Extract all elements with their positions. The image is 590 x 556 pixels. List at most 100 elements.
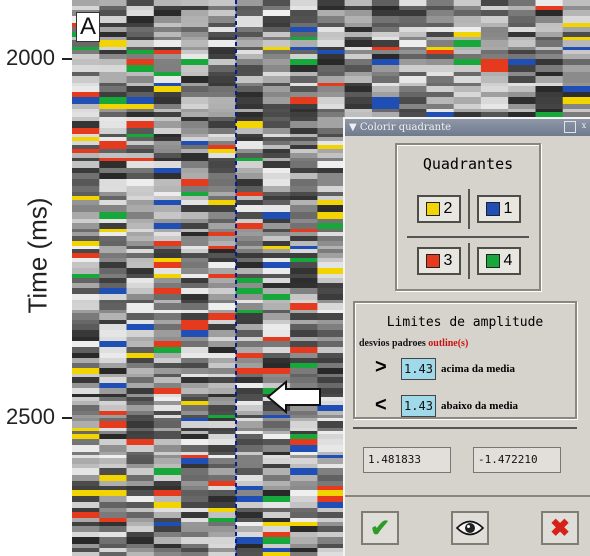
maximize-button[interactable]: [564, 121, 576, 133]
seismic-cell: [235, 368, 264, 375]
close-button[interactable]: x: [581, 121, 587, 130]
seismic-cell: [290, 6, 318, 11]
quadrant-3-button[interactable]: 3: [417, 247, 461, 275]
seismic-cell: [262, 434, 291, 440]
seismic-cell: [426, 23, 455, 28]
seismic-cell: [208, 236, 237, 242]
seismic-cell: [262, 128, 291, 135]
seismic-cell: [99, 464, 128, 469]
seismic-cell: [99, 76, 128, 84]
seismic-cell: [262, 374, 291, 378]
seismic-cell: [181, 86, 209, 93]
seismic-cell: [508, 97, 537, 105]
seismic-cell: [208, 452, 237, 456]
seismic-cell: [153, 83, 182, 87]
seismic-cell: [99, 0, 128, 7]
seismic-cell: [181, 200, 209, 206]
seismic-cell: [262, 445, 291, 453]
below-threshold-input[interactable]: 1.43: [401, 395, 436, 417]
quadrant-4-button[interactable]: 4: [477, 247, 521, 275]
seismic-cell: [72, 241, 100, 247]
seismic-cell: [208, 274, 237, 279]
above-threshold-input[interactable]: 1.43: [401, 358, 436, 380]
seismic-cell: [508, 37, 537, 41]
seismic-cell: [426, 16, 455, 24]
seismic-cell: [235, 97, 264, 105]
seismic-cell: [99, 431, 128, 435]
seismic-cell: [208, 383, 237, 389]
seismic-cell: [153, 303, 182, 311]
seismic-cell: [153, 532, 182, 538]
seismic-cell: [317, 481, 346, 487]
seismic-cell: [262, 229, 291, 233]
seismic-cell: [208, 246, 237, 250]
seismic-cell: [99, 50, 128, 55]
seismic-cell: [453, 83, 482, 87]
seismic-cell: [562, 10, 590, 17]
seismic-cell: [99, 117, 128, 122]
seismic-cell: [562, 32, 590, 38]
view-button[interactable]: [451, 511, 489, 545]
seismic-cell: [126, 518, 155, 523]
seismic-cell: [399, 40, 428, 48]
seismic-cell: [181, 161, 209, 169]
seismic-cell: [508, 27, 537, 33]
seismic-cell: [126, 153, 155, 159]
seismic-cell: [153, 32, 182, 38]
seismic-cell: [262, 341, 291, 348]
seismic-cell: [290, 141, 318, 146]
seismic-cell: [317, 212, 346, 220]
seismic-cell: [208, 330, 237, 338]
seismic-cell: [535, 83, 564, 87]
seismic-cell: [72, 358, 100, 364]
seismic-cell: [235, 481, 264, 487]
cancel-button[interactable]: ✖: [541, 511, 579, 545]
seismic-cell: [262, 262, 291, 269]
seismic-cell: [235, 418, 264, 422]
seismic-cell: [508, 65, 537, 73]
seismic-cell: [153, 537, 182, 545]
seismic-cell: [399, 72, 428, 77]
seismic-cell: [208, 258, 237, 263]
seismic-cell: [153, 512, 182, 519]
seismic-cell: [126, 246, 155, 250]
seismic-cell: [72, 552, 100, 556]
seismic-cell: [262, 544, 291, 549]
seismic-cell: [290, 411, 318, 416]
apply-button[interactable]: ✔: [361, 511, 399, 545]
seismic-cell: [290, 544, 318, 549]
seismic-cell: [262, 363, 291, 369]
seismic-cell: [262, 330, 291, 338]
seismic-cell: [317, 445, 346, 453]
seismic-cell: [317, 236, 346, 242]
seismic-cell: [99, 97, 128, 105]
seismic-cell: [262, 411, 291, 416]
seismic-cell: [262, 458, 291, 465]
quadrant-1-button[interactable]: 1: [477, 195, 521, 223]
seismic-cell: [317, 455, 346, 459]
collapse-icon[interactable]: ▼: [349, 122, 357, 133]
seismic-cell: [290, 537, 318, 545]
seismic-cell: [262, 353, 291, 359]
seismic-cell: [480, 40, 509, 48]
seismic-cell: [181, 104, 209, 110]
seismic-cell: [153, 347, 182, 354]
seismic-cell: [208, 76, 237, 84]
seismic-cell: [290, 32, 318, 38]
seismic-cell: [208, 415, 237, 419]
seismic-cell: [290, 186, 318, 193]
seismic-cell: [480, 32, 509, 38]
seismic-cell: [262, 490, 291, 497]
seismic-cell: [480, 16, 509, 24]
readouts-divider: [353, 427, 577, 429]
quadrant-2-button[interactable]: 2: [417, 195, 461, 223]
seismic-cell: [317, 452, 346, 456]
dialog-titlebar[interactable]: ▼ Colorir quadrante x: [345, 119, 590, 136]
seismic-cell: [181, 288, 209, 295]
seismic-cell: [208, 434, 237, 440]
seismic-cell: [262, 37, 291, 41]
seismic-cell: [317, 246, 346, 250]
seismic-cell: [126, 368, 155, 375]
seismic-cell: [290, 40, 318, 48]
seismic-cell: [235, 246, 264, 250]
